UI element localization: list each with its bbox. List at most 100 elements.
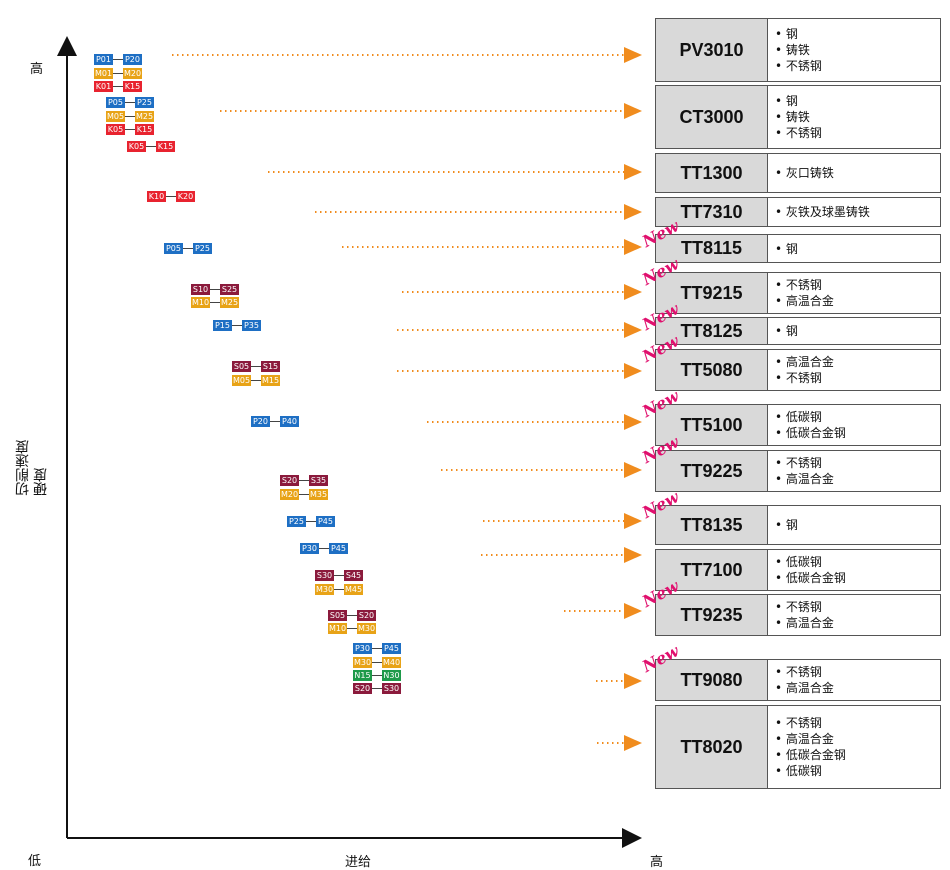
range-start-chip: S20 bbox=[353, 683, 372, 694]
range-dash bbox=[372, 675, 382, 676]
range-end-chip: K15 bbox=[123, 81, 142, 92]
y-axis-title-line-1: 切削速度 bbox=[15, 440, 31, 496]
grade-materials: • 钢 bbox=[768, 506, 940, 544]
range-start-chip: M10 bbox=[191, 297, 210, 308]
range-start-chip: S05 bbox=[232, 361, 251, 372]
grade-materials: • 低碳钢 • 低碳合金钢 bbox=[768, 550, 940, 590]
range-start-chip: N15 bbox=[353, 670, 372, 681]
range-end-chip: S45 bbox=[344, 570, 363, 581]
grade-box-tt9235: TT9235 • 不锈钢 • 高温合金 bbox=[655, 594, 941, 636]
grade-box-tt9080: TT9080 • 不锈钢 • 高温合金 bbox=[655, 659, 941, 701]
material-item: • 高温合金 bbox=[775, 355, 834, 369]
grade-name: TT5080 bbox=[656, 350, 768, 390]
y-axis-high-label: 高 bbox=[30, 62, 44, 77]
range-end-chip: M25 bbox=[220, 297, 239, 308]
range-dash bbox=[113, 73, 123, 74]
grade-box-tt9225: TT9225 • 不锈钢 • 高温合金 bbox=[655, 450, 941, 492]
material-item: • 低碳合金钢 bbox=[775, 748, 846, 762]
range-end-chip: N30 bbox=[382, 670, 401, 681]
grade-box-tt5100: TT5100 • 低碳钢 • 低碳合金钢 bbox=[655, 404, 941, 446]
range-end-chip: S25 bbox=[220, 284, 239, 295]
range-start-chip: P05 bbox=[106, 97, 125, 108]
material-item: • 不锈钢 bbox=[775, 59, 822, 73]
range-start-chip: M05 bbox=[232, 375, 251, 386]
range-dash bbox=[232, 325, 242, 326]
range-start-chip: K10 bbox=[147, 191, 166, 202]
grade-name: TT8115 bbox=[656, 235, 768, 262]
range-dash bbox=[125, 116, 135, 117]
material-item: • 高温合金 bbox=[775, 472, 834, 486]
range-start-chip: M01 bbox=[94, 68, 113, 79]
x-axis-title: 进给 bbox=[345, 855, 372, 870]
range-end-chip: M30 bbox=[357, 623, 376, 634]
grade-box-tt8135: TT8135 • 钢 bbox=[655, 505, 941, 545]
grade-name: TT7100 bbox=[656, 550, 768, 590]
material-item: • 低碳钢 bbox=[775, 555, 822, 569]
material-item: • 铸铁 bbox=[775, 110, 810, 124]
range-start-chip: P01 bbox=[94, 54, 113, 65]
range-dash bbox=[251, 366, 261, 367]
material-item: • 低碳钢 bbox=[775, 764, 822, 778]
y-axis-title: 切削速度 硬度 bbox=[14, 440, 58, 496]
material-item: • 钢 bbox=[775, 27, 798, 41]
range-dash bbox=[125, 129, 135, 130]
range-dash bbox=[319, 548, 329, 549]
range-start-chip: M30 bbox=[353, 657, 372, 668]
grade-box-tt8115: TT8115 • 钢 bbox=[655, 234, 941, 263]
range-start-chip: P20 bbox=[251, 416, 270, 427]
range-dash bbox=[372, 688, 382, 689]
range-end-chip: P35 bbox=[242, 320, 261, 331]
range-end-chip: P45 bbox=[329, 543, 348, 554]
range-end-chip: S20 bbox=[357, 610, 376, 621]
range-end-chip: P45 bbox=[316, 516, 335, 527]
range-dash bbox=[299, 480, 309, 481]
material-item: • 钢 bbox=[775, 94, 798, 108]
material-item: • 低碳合金钢 bbox=[775, 426, 846, 440]
grade-name: TT1300 bbox=[656, 154, 768, 192]
range-dash bbox=[210, 289, 220, 290]
grade-materials: • 低碳钢 • 低碳合金钢 bbox=[768, 405, 940, 445]
range-end-chip: P40 bbox=[280, 416, 299, 427]
x-axis-high-label: 高 bbox=[650, 855, 664, 870]
range-dash bbox=[347, 615, 357, 616]
grade-name: PV3010 bbox=[656, 19, 768, 81]
range-start-chip: M10 bbox=[328, 623, 347, 634]
range-start-chip: P05 bbox=[164, 243, 183, 254]
grade-name: TT5100 bbox=[656, 405, 768, 445]
range-start-chip: S20 bbox=[280, 475, 299, 486]
range-end-chip: M45 bbox=[344, 584, 363, 595]
range-end-chip: S35 bbox=[309, 475, 328, 486]
range-end-chip: M20 bbox=[123, 68, 142, 79]
range-end-chip: M25 bbox=[135, 111, 154, 122]
range-dash bbox=[299, 494, 309, 495]
range-start-chip: P25 bbox=[287, 516, 306, 527]
range-start-chip: P30 bbox=[300, 543, 319, 554]
material-item: • 不锈钢 bbox=[775, 456, 822, 470]
range-start-chip: K01 bbox=[94, 81, 113, 92]
grade-name: TT8135 bbox=[656, 506, 768, 544]
material-item: • 不锈钢 bbox=[775, 278, 822, 292]
range-dash bbox=[166, 196, 176, 197]
material-item: • 高温合金 bbox=[775, 732, 834, 746]
range-dash bbox=[251, 380, 261, 381]
range-start-chip: P30 bbox=[353, 643, 372, 654]
range-start-chip: S10 bbox=[191, 284, 210, 295]
range-start-chip: K05 bbox=[127, 141, 146, 152]
range-end-chip: P25 bbox=[135, 97, 154, 108]
grade-materials: • 钢 bbox=[768, 235, 940, 262]
material-item: • 灰口铸铁 bbox=[775, 166, 834, 180]
range-end-chip: K15 bbox=[135, 124, 154, 135]
range-end-chip: P25 bbox=[193, 243, 212, 254]
range-dash bbox=[306, 521, 316, 522]
grade-name: CT3000 bbox=[656, 86, 768, 148]
grade-name: TT7310 bbox=[656, 198, 768, 226]
range-dash bbox=[146, 146, 156, 147]
range-start-chip: S05 bbox=[328, 610, 347, 621]
range-dash bbox=[183, 248, 193, 249]
material-item: • 不锈钢 bbox=[775, 665, 822, 679]
grade-box-tt7310: TT7310 • 灰铁及球墨铸铁 bbox=[655, 197, 941, 227]
range-end-chip: S15 bbox=[261, 361, 280, 372]
material-item: • 钢 bbox=[775, 518, 798, 532]
grade-name: TT9080 bbox=[656, 660, 768, 700]
